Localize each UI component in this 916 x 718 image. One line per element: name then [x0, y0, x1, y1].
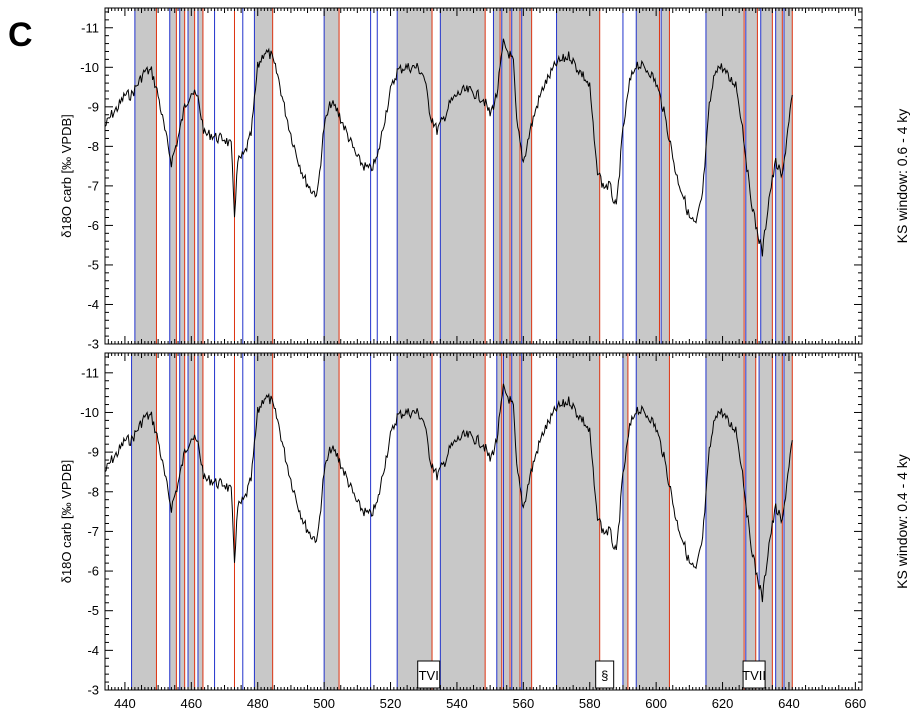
x-tick-labels: 440 460 480 500 520 540 560 580 600 620 640 660 [114, 696, 866, 711]
interval-shade-17 [745, 353, 756, 690]
interval-shade-18 [759, 353, 773, 690]
d18o-trace [104, 383, 793, 603]
annotation-label: TVII [742, 668, 766, 683]
ks-window-label: KS window: 0.6 - 4 ky [894, 109, 910, 244]
y-tick-label: -4 [87, 297, 99, 312]
y-axis-label: δ18O carb [‰ VPDB] [59, 114, 74, 238]
interval-shade-11 [511, 8, 521, 344]
interval-shade-20 [783, 8, 793, 344]
interval-shade-11 [511, 353, 521, 690]
interval-shade-4 [197, 8, 203, 344]
y-tick-label: -11 [81, 365, 99, 380]
x-tick-label: 620 [712, 696, 734, 711]
x-tick-label: 480 [247, 696, 269, 711]
panel-letter: C [8, 16, 33, 54]
interval-shade-15 [636, 353, 670, 690]
panel-top: -11-10-9-8-7-6-5-4-3 δ18O carb [‰ VPDB] … [59, 7, 910, 352]
x-tick-label: 460 [180, 696, 202, 711]
interval-lines [134, 8, 793, 344]
d18o-trace [104, 38, 793, 257]
y-tick-label: -6 [87, 564, 99, 579]
y-tick-label: -7 [87, 178, 99, 193]
interval-shade-20 [783, 353, 793, 690]
interval-shade-1 [169, 8, 177, 344]
annotation-label: § [601, 668, 608, 683]
interval-shade-14 [636, 8, 660, 344]
interval-lines [131, 353, 793, 690]
interval-shades [134, 8, 793, 344]
interval-shade-8 [440, 8, 486, 344]
axis-ticks [104, 353, 863, 690]
interval-shade-7 [397, 8, 433, 344]
y-tick-labels: -11 -10 -9 -8 -7 -6 -5 -4 -3 [80, 20, 99, 351]
y-tick-label: -8 [87, 484, 99, 499]
x-tick-label: 500 [313, 696, 335, 711]
interval-shade-3 [188, 8, 195, 344]
interval-shade-0 [134, 8, 157, 344]
x-tick-label: 560 [512, 696, 534, 711]
y-tick-label: -3 [87, 683, 99, 698]
x-tick-label: 640 [778, 696, 800, 711]
annotations: TVI § TVII [417, 660, 766, 689]
interval-shade-1 [169, 353, 177, 690]
y-tick-label: -5 [87, 603, 99, 618]
interval-shade-2 [179, 8, 185, 344]
interval-shade-9 [493, 8, 501, 344]
interval-shade-4 [197, 353, 203, 690]
interval-shade-12 [521, 8, 532, 344]
interval-shade-18 [760, 8, 773, 344]
annotation-box [742, 660, 766, 689]
interval-shade-6 [324, 8, 340, 344]
y-tick-label: -9 [87, 445, 99, 460]
y-tick-label: -8 [87, 139, 99, 154]
interval-shade-13 [556, 8, 600, 344]
axis-ticks [104, 8, 863, 344]
y-tick-label: -9 [87, 99, 99, 114]
y-tick-label: -7 [87, 524, 99, 539]
ks-window-label: KS window: 0.4 - 4 ky [894, 454, 910, 589]
annotation-label: TVI [419, 668, 439, 683]
interval-shade-9 [496, 353, 502, 690]
interval-shade-16 [705, 353, 745, 690]
interval-shade-6 [324, 353, 340, 690]
x-tick-label: 540 [446, 696, 468, 711]
interval-shade-10 [503, 353, 511, 690]
panel-bottom: -11 -10 -9 -8 -7 -6 -5 -4 -3 440 460 480 500 520 540 5… [59, 352, 910, 711]
interval-shade-7 [397, 353, 433, 690]
interval-shade-0 [131, 353, 157, 690]
interval-shade-2 [179, 353, 185, 690]
interval-shade-16 [705, 8, 745, 344]
y-tick-label: -10 [80, 405, 99, 420]
y-tick-labels: -11 -10 -9 -8 -7 -6 -5 -4 -3 [80, 365, 99, 697]
interval-shade-12 [521, 353, 532, 690]
interval-shades [131, 353, 793, 690]
interval-shade-17 [745, 8, 758, 344]
interval-shade-5 [254, 8, 273, 344]
y-tick-label: -5 [87, 257, 99, 272]
annotation-box [417, 660, 441, 689]
y-tick-label: -11 [81, 20, 99, 35]
y-tick-label: -10 [80, 60, 99, 75]
y-tick-label: -4 [87, 643, 99, 658]
interval-shade-8 [440, 353, 486, 690]
annotation-box [595, 660, 615, 689]
y-tick-label: -3 [87, 337, 99, 352]
x-tick-label: 660 [845, 696, 867, 711]
y-tick-label: -6 [87, 218, 99, 233]
interval-shade-15 [661, 8, 670, 344]
x-tick-label: 580 [579, 696, 601, 711]
interval-shade-5 [254, 353, 273, 690]
interval-shade-14 [622, 353, 628, 690]
interval-shade-10 [501, 8, 511, 344]
x-tick-label: 520 [380, 696, 402, 711]
interval-shade-19 [775, 8, 783, 344]
y-axis-label: δ18O carb [‰ VPDB] [59, 460, 74, 584]
x-tick-label: 440 [114, 696, 136, 711]
interval-shade-13 [556, 353, 600, 690]
x-tick-label: 600 [645, 696, 667, 711]
interval-shade-19 [775, 353, 783, 690]
interval-shade-3 [188, 353, 195, 690]
